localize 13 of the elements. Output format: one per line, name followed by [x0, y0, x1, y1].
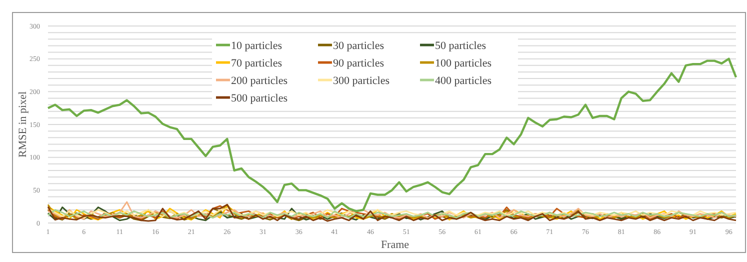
legend-label: 400 particles: [435, 75, 492, 87]
legend-label: 200 particles: [231, 75, 288, 87]
legend-label: 30 particles: [333, 40, 384, 52]
legend-label: 50 particles: [435, 40, 486, 52]
legend-label: 10 particles: [231, 40, 282, 52]
legend-label: 70 particles: [231, 58, 282, 70]
legend-label: 90 particles: [333, 58, 384, 70]
y-axis-title: RMSE in pixel: [17, 91, 29, 158]
legend-label: 100 particles: [435, 58, 492, 70]
legend-label: 500 particles: [231, 92, 288, 104]
x-axis-title: Frame: [380, 239, 410, 251]
line-series: [46, 58, 738, 212]
legend-label: 300 particles: [333, 75, 390, 87]
